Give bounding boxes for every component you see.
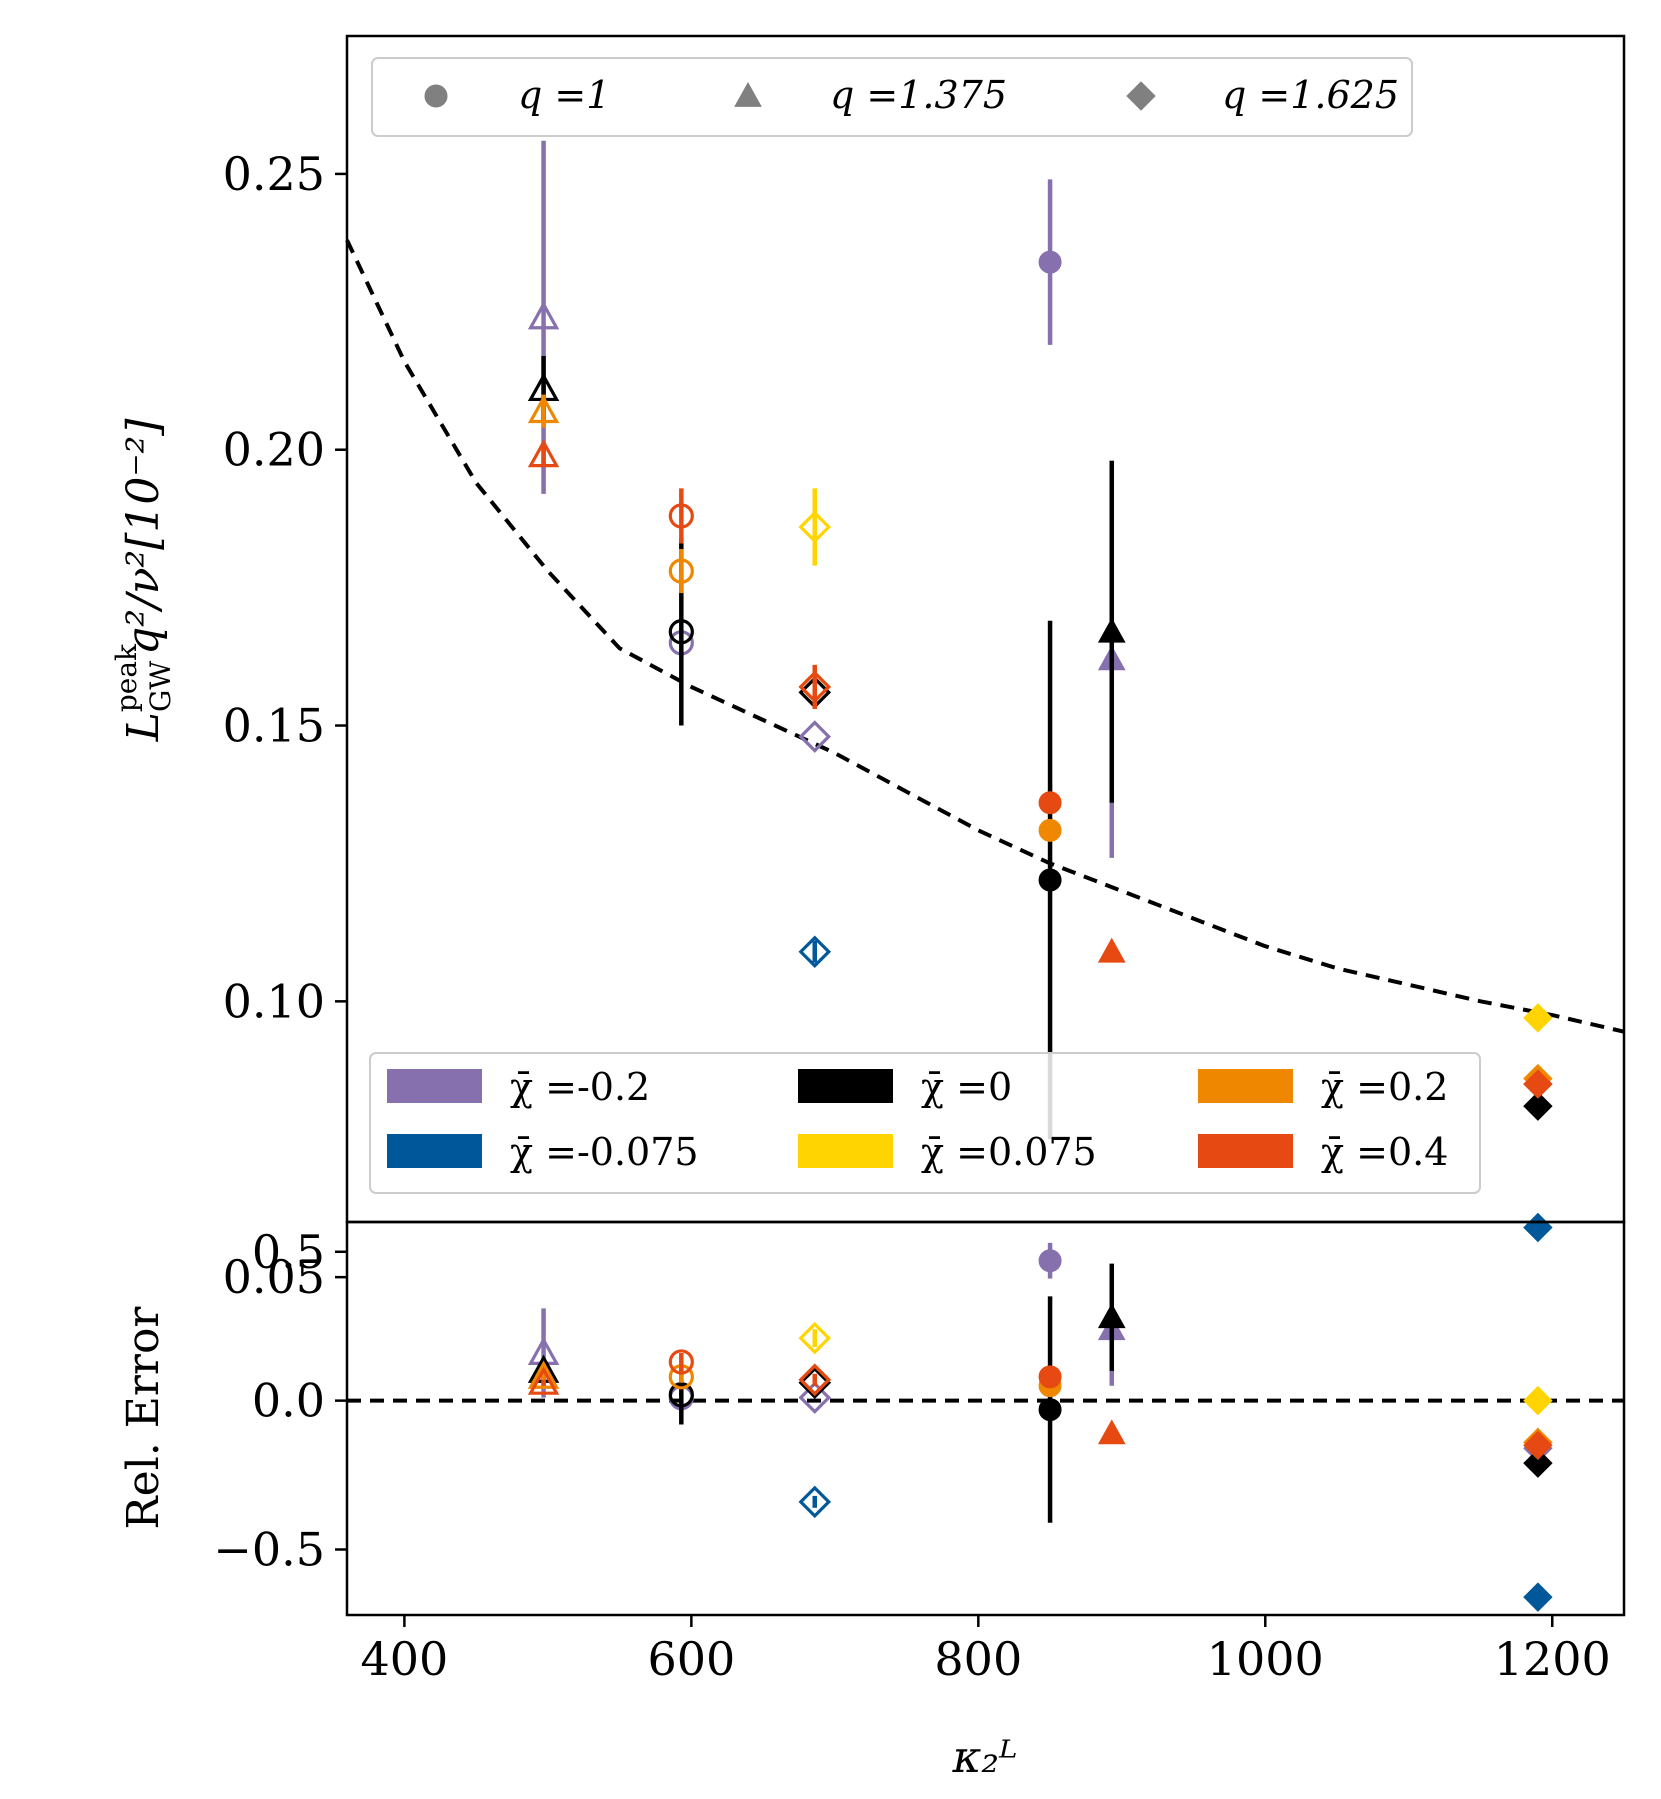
point-triangle-chi_0-13 [1097, 1303, 1126, 1329]
point-triangle-chi_0.4-11 [527, 1366, 560, 1395]
point-diamond-chi_0-23 [1523, 1091, 1553, 1121]
marker-legend: q =1 q =1.375 q =1.625 [371, 57, 1413, 137]
legend-chi-m0.2-label: χ̄ =-0.2 [510, 1065, 650, 1109]
point-diamond-chi_m0.075-22 [1523, 1582, 1553, 1612]
point-circle-chi_0-5 [1038, 868, 1062, 892]
point-diamond-chi_0.4-20 [798, 1363, 832, 1397]
point-diamond-chi_0.075-24 [1523, 1003, 1553, 1033]
top-panel: 0.050.100.150.200.25 LpeakGWq²/ν²[10⁻²] … [110, 34, 1626, 1304]
point-circle-chi_0.2-6 [1038, 818, 1062, 842]
top-ytick-label: 0.10 [223, 974, 325, 1028]
point-diamond-chi_0.4-26 [1523, 1069, 1553, 1099]
x-axis-label: κ₂ᴸ [952, 1732, 1018, 1783]
point-circle-chi_0.2-2 [668, 558, 694, 584]
bottom-ticks: 0.5 0.0 −0.5 400 600 800 1000 1200 [213, 1225, 1611, 1686]
ylabel-rest: q²/ν²[10⁻²] [118, 418, 169, 655]
legend-chi-0.2-label: χ̄ =0.2 [1321, 1065, 1448, 1109]
legend-chi-m0.075-label: χ̄ =-0.075 [510, 1130, 699, 1174]
point-triangle-chi_0-13 [1097, 617, 1126, 643]
point-circle-chi_m0.2-4 [1038, 1249, 1062, 1273]
point-circle-chi_0.4-7 [1038, 791, 1062, 815]
point-diamond-chi_m0.2-15 [798, 720, 832, 753]
bottom-panel: 0.5 0.0 −0.5 400 600 800 1000 1200 Rel. Error κ… [118, 1220, 1626, 1783]
legend-swatch-chi-m0.075 [387, 1134, 482, 1168]
xtick-label: 1200 [1494, 1632, 1611, 1686]
legend-q1-label: q =1 [518, 73, 610, 117]
point-circle-chi_0-5 [1038, 1398, 1062, 1422]
xtick-label: 400 [360, 1632, 448, 1686]
point-diamond-chi_0.4-20 [798, 670, 832, 704]
point-triangle-chi_m0.2-8 [527, 301, 560, 330]
xtick-label: 1000 [1207, 1632, 1324, 1686]
legend-chi-0.4-label: χ̄ =0.4 [1321, 1130, 1448, 1174]
legend-swatch-chi-0.4 [1198, 1134, 1293, 1168]
bottom-axes-frame [345, 1220, 1626, 1617]
point-diamond-chi_0-23 [1523, 1448, 1553, 1478]
point-diamond-chi_0.075-18 [798, 1321, 832, 1355]
top-y-axis-label: LpeakGW q²/ν²[10⁻²] [110, 418, 177, 743]
point-diamond-chi_m0.075-16 [798, 1485, 832, 1519]
bottom-ytick-label: 0.5 [252, 1225, 325, 1279]
xtick-label: 600 [647, 1632, 735, 1686]
point-diamond-chi_m0.2-15 [798, 1381, 832, 1414]
top-data-points [527, 140, 1553, 1243]
legend-swatch-chi-0.075 [798, 1134, 893, 1168]
ylabel-sup: peak [110, 643, 143, 712]
point-triangle-chi_0.4-14 [1097, 937, 1126, 963]
point-circle-chi_0.4-3 [668, 503, 694, 529]
top-ytick-label: 0.20 [223, 423, 325, 477]
legend-swatch-chi-0 [798, 1069, 893, 1103]
point-diamond-chi_0-17 [798, 1366, 832, 1400]
point-diamond-chi_0.075-24 [1523, 1385, 1553, 1416]
svg-text:LpeakGWq²/ν²[10⁻²]: LpeakGW q²/ν²[10⁻²] [110, 418, 177, 743]
top-ytick-label: 0.15 [223, 699, 325, 753]
legend-chi-0.075-label: χ̄ =0.075 [921, 1130, 1097, 1174]
ylabel-main: L [118, 712, 169, 742]
bottom-y-axis-label: Rel. Error [118, 1306, 169, 1530]
bottom-ytick-label: 0.0 [252, 1374, 325, 1428]
ylabel-sub: GW [144, 661, 177, 712]
point-circle-chi_0.4-7 [1038, 1365, 1062, 1389]
bottom-data-points [527, 1242, 1553, 1612]
legend-circle-symbol [424, 84, 448, 108]
legend-swatch-chi-0.2 [1198, 1069, 1293, 1103]
top-ticks: 0.05 0.10 0.15 0.20 0.25 [223, 147, 347, 1304]
point-triangle-chi_0.2-10 [527, 394, 560, 424]
legend-diamond-symbol [1126, 81, 1156, 111]
legend-chi-0-label: χ̄ =0 [921, 1065, 1012, 1109]
point-circle-chi_m0.2-4 [1038, 250, 1062, 274]
top-ytick-label: 0.05 [223, 1250, 325, 1304]
point-circle-chi_0-1 [668, 1382, 694, 1408]
point-diamond-chi_0.4-26 [1523, 1430, 1553, 1461]
point-diamond-chi_m0.075-16 [798, 935, 832, 968]
point-triangle-chi_0.4-11 [527, 438, 560, 468]
legend-q1625-label: q =1.625 [1222, 73, 1399, 117]
marker-legend-box [371, 57, 1413, 137]
point-triangle-chi_0.4-14 [1097, 1419, 1126, 1445]
legend-swatch-chi-m0.2 [387, 1069, 482, 1103]
point-diamond-chi_0.075-18 [798, 510, 832, 544]
color-legend: χ̄ =-0.2 χ̄ =-0.075 χ̄ =0 χ̄ =0.075 χ̄ =… [369, 1052, 1481, 1194]
bottom-ytick-label: −0.5 [213, 1523, 325, 1577]
point-circle-chi_0-1 [668, 619, 694, 645]
top-ytick-label: 0.25 [223, 147, 325, 201]
legend-q1375-label: q =1.375 [830, 73, 1007, 117]
legend-triangle-symbol [734, 81, 762, 107]
point-circle-chi_0.4-3 [668, 1349, 694, 1375]
point-triangle-chi_0.2-10 [527, 1360, 560, 1389]
xtick-label: 800 [934, 1632, 1022, 1686]
